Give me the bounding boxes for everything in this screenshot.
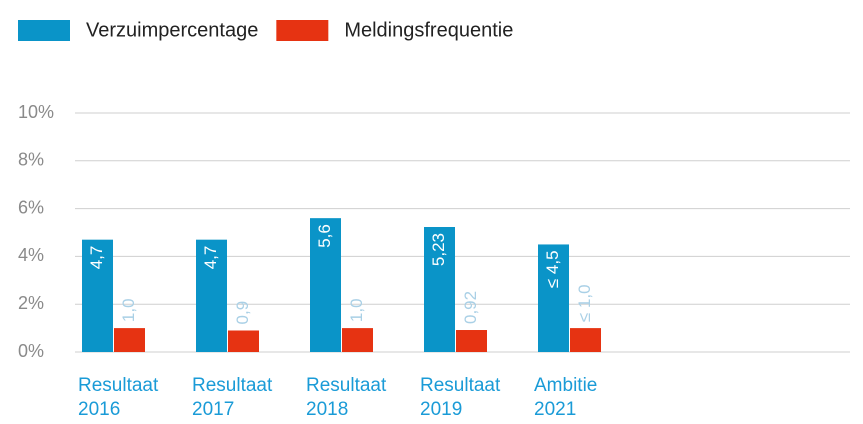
value-label: 0,92: [461, 291, 480, 324]
bar: [538, 244, 569, 352]
x-tick-label: Resultaat 2016: [78, 375, 159, 420]
x-tick-label: Resultaat 2018: [306, 375, 387, 420]
bar: [570, 328, 601, 352]
value-label: 1,0: [119, 298, 138, 322]
value-label: ≤ 4,5: [543, 250, 562, 288]
x-tick-label: Resultaat 2019: [420, 375, 501, 420]
bar: [456, 330, 487, 352]
x-tick-label: Resultaat 2017: [192, 375, 273, 420]
bar: [424, 227, 455, 352]
y-tick-label: 6%: [18, 197, 44, 217]
value-label: 4,7: [201, 246, 220, 270]
legend-swatch: [276, 20, 329, 41]
y-tick-label: 8%: [18, 150, 44, 170]
y-tick-label: 4%: [18, 245, 44, 265]
legend-label: Verzuimpercentage: [86, 19, 258, 41]
y-tick-label: 2%: [18, 293, 44, 313]
bar: [196, 239, 227, 352]
bar: [342, 328, 373, 352]
bar: [114, 328, 145, 352]
y-tick-label: 0%: [18, 341, 44, 361]
bar: [82, 239, 113, 352]
legend-swatch: [18, 20, 70, 41]
bar: [228, 330, 259, 352]
value-label: 4,7: [87, 246, 106, 270]
y-tick-label: 10%: [18, 102, 54, 122]
value-label: 5,6: [315, 224, 334, 248]
bar: [310, 218, 341, 352]
value-label: 1,0: [347, 298, 366, 322]
value-label: 0,9: [233, 301, 252, 325]
legend-label: Meldingsfrequentie: [344, 19, 513, 41]
x-tick-label: Ambitie 2021: [534, 375, 598, 420]
value-label: 5,23: [429, 233, 448, 266]
value-label: ≤ 1,0: [575, 284, 594, 322]
